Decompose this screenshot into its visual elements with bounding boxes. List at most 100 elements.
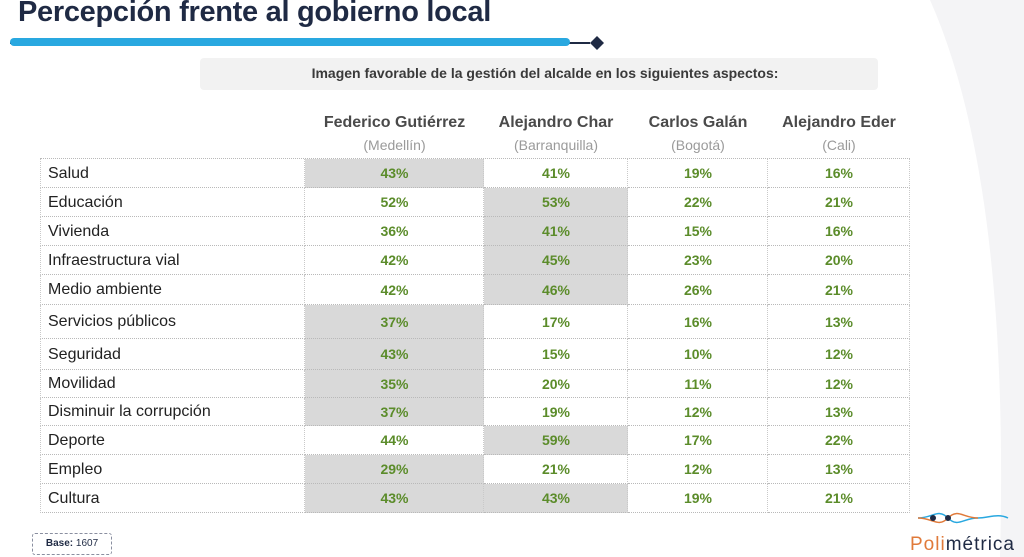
logo-icon <box>917 512 1009 524</box>
background-curve <box>930 0 1024 557</box>
value-cell <box>305 370 484 398</box>
value-cell <box>628 484 768 513</box>
value-cell <box>484 159 628 188</box>
value-cell <box>305 426 484 455</box>
row-label: Salud <box>48 165 89 182</box>
row-label: Disminuir la corrupción <box>48 403 211 420</box>
value: 29% <box>380 461 409 477</box>
row-cell <box>40 426 305 455</box>
value-cell <box>484 188 628 217</box>
logo-part: métrica <box>945 534 1015 555</box>
column-city: (Bogotá) <box>671 137 725 153</box>
column-city: (Cali) <box>822 137 856 153</box>
subtitle: Imagen favorable de la gestión del alcal… <box>311 65 779 81</box>
value: 43% <box>380 490 409 506</box>
value: 26% <box>683 282 713 298</box>
row-label: Empleo <box>48 461 103 478</box>
value: 41% <box>541 223 571 239</box>
value-cell <box>305 246 484 275</box>
value-cell <box>305 188 484 217</box>
row-cell <box>40 305 305 339</box>
value: 36% <box>380 223 409 239</box>
value-cell <box>305 398 484 426</box>
base-label: Base: <box>45 538 74 549</box>
value-cell <box>484 455 628 484</box>
row-cell <box>40 370 305 398</box>
row-label: Deporte <box>48 432 105 449</box>
row-label: Infraestructura vial <box>48 252 180 269</box>
value: 37% <box>380 314 409 330</box>
row-label: Medio ambiente <box>48 281 162 298</box>
value-cell <box>768 339 910 370</box>
value: 16% <box>824 223 854 239</box>
value: 19% <box>541 404 571 420</box>
column-name: Alejandro Char <box>498 114 614 131</box>
value: 59% <box>541 432 571 448</box>
row-label: Seguridad <box>48 346 121 363</box>
value-cell <box>484 305 628 339</box>
row-cell <box>40 159 305 188</box>
base-value: 1607 <box>75 538 99 549</box>
row-cell <box>40 275 305 305</box>
title-diamond <box>590 36 604 50</box>
value: 17% <box>683 432 713 448</box>
value-cell <box>768 398 910 426</box>
value-cell <box>628 305 768 339</box>
row-cell <box>40 455 305 484</box>
value-cell <box>628 217 768 246</box>
column-name: Alejandro Eder <box>782 114 896 131</box>
value-cell <box>305 339 484 370</box>
value-cell <box>305 484 484 513</box>
value-cell <box>484 426 628 455</box>
value-cell <box>484 370 628 398</box>
value-cell <box>628 339 768 370</box>
value-cell <box>628 426 768 455</box>
value: 21% <box>824 282 854 298</box>
value: 22% <box>683 194 713 210</box>
value: 41% <box>541 165 571 181</box>
value: 16% <box>683 314 713 330</box>
row-label: Movilidad <box>48 375 116 392</box>
value-cell <box>484 246 628 275</box>
value: 13% <box>824 314 854 330</box>
value-cell <box>305 305 484 339</box>
value: 45% <box>541 252 571 268</box>
value: 43% <box>380 165 409 181</box>
value-cell <box>305 159 484 188</box>
value: 42% <box>380 282 409 298</box>
value-cell <box>768 188 910 217</box>
row-cell <box>40 398 305 426</box>
column-name: Federico Gutiérrez <box>323 114 466 131</box>
value-cell <box>628 188 768 217</box>
logo-part: Poli <box>910 534 946 555</box>
row-label: Educación <box>48 194 123 211</box>
value: 20% <box>824 252 854 268</box>
row-cell <box>40 188 305 217</box>
value: 19% <box>683 490 713 506</box>
value: 21% <box>541 461 571 477</box>
value: 42% <box>380 252 409 268</box>
value: 43% <box>380 346 409 362</box>
value: 10% <box>683 346 713 362</box>
value-cell <box>484 398 628 426</box>
value-cell <box>628 246 768 275</box>
value: 22% <box>824 432 854 448</box>
value-cell <box>484 339 628 370</box>
value-cell <box>768 217 910 246</box>
value: 21% <box>824 194 854 210</box>
value-cell <box>628 398 768 426</box>
value: 43% <box>541 490 571 506</box>
value-cell <box>484 484 628 513</box>
value: 15% <box>541 346 571 362</box>
value-cell <box>628 455 768 484</box>
value: 16% <box>824 165 854 181</box>
column-city: (Barranquilla) <box>513 137 599 153</box>
value: 23% <box>683 252 713 268</box>
row-cell <box>40 339 305 370</box>
value: 13% <box>824 404 854 420</box>
value: 12% <box>683 461 713 477</box>
row-cell <box>40 217 305 246</box>
value-cell <box>768 455 910 484</box>
